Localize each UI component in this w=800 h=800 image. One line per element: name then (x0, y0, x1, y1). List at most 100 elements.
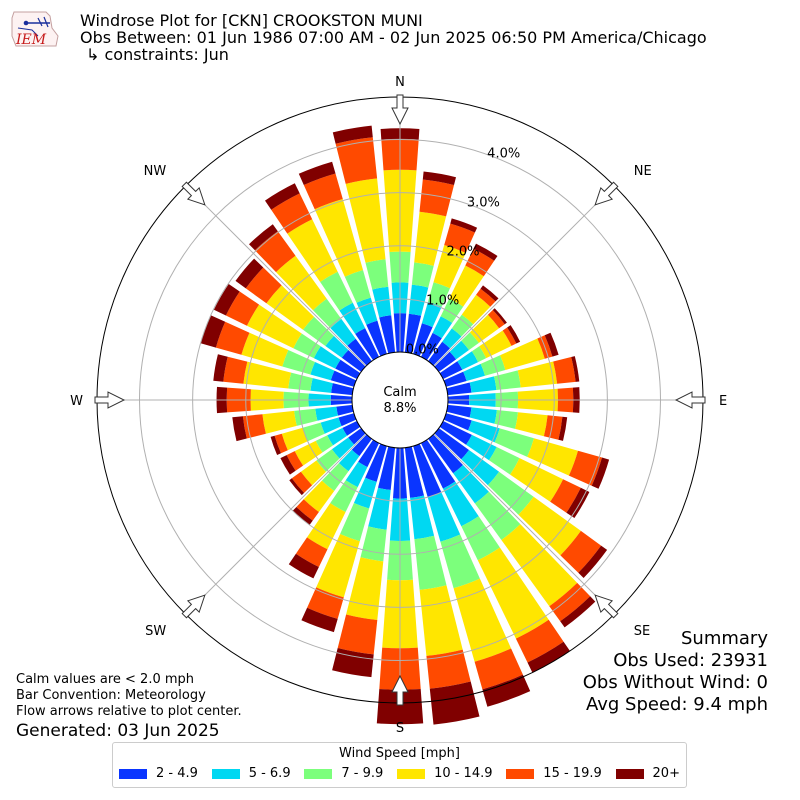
flow-arrow-icon (181, 594, 206, 619)
title-line-constraints: ↳ constraints: Jun (86, 45, 229, 64)
rose-bar-segment (560, 596, 596, 628)
rose-bar-segment (450, 218, 478, 233)
flow-arrow-icon (94, 391, 126, 409)
legend-item: 7 - 9.9 (304, 766, 383, 781)
legend-item: 15 - 19.9 (506, 766, 602, 781)
title-line-period: Obs Between: 01 Jun 1986 07:00 AM - 02 J… (80, 28, 707, 47)
rose-bar-segment (553, 357, 576, 384)
rose-bar-segment (342, 421, 361, 436)
rose-bar-segment (404, 446, 424, 498)
rose-bar-segment (446, 404, 472, 418)
rose-bar-segment (443, 481, 479, 527)
rose-bar-segment (353, 477, 377, 509)
rose-bar-segment (315, 435, 333, 453)
rose-bar-segment (339, 302, 366, 334)
rose-bar-segment (591, 457, 610, 489)
rose-bar-segment (223, 356, 248, 384)
compass-label: S (396, 721, 404, 736)
rose-bar-segment (440, 298, 464, 323)
rose-bar-segment (560, 530, 602, 573)
rose-bar-segment (344, 270, 371, 303)
compass-label: N (395, 75, 405, 90)
rose-bar-segment (471, 346, 487, 363)
rose-bar-segment (465, 248, 495, 277)
flow-arrow-icon (594, 181, 619, 206)
rose-bar-segment (446, 382, 472, 396)
rose-bar-segment (515, 412, 548, 437)
rose-bar-segment (243, 361, 292, 389)
flow-note: Flow arrows relative to plot center. (16, 704, 242, 719)
rose-bar-segment (301, 607, 338, 633)
rose-bar-segment (544, 332, 559, 357)
rose-bar-segment (410, 495, 435, 540)
rose-bar-segment (474, 491, 521, 540)
rose-bar-segment (242, 414, 266, 439)
calm-value: 8.8% (383, 401, 416, 416)
rose-bar-segment (428, 282, 450, 307)
radial-tick-label: 4.0% (487, 146, 520, 161)
rose-bar-segment (262, 410, 297, 434)
legend-swatch (211, 768, 240, 779)
rose-bar-segment (461, 332, 479, 350)
rose-bar-segment (360, 526, 387, 562)
rose-bar-segment (453, 465, 489, 504)
legend-label: 7 - 9.9 (341, 766, 384, 781)
rose-bar-segment (346, 557, 384, 620)
rose-bar-segment (413, 323, 433, 357)
rose-bar-segment (413, 443, 442, 498)
iem-logo: IEM (11, 11, 59, 48)
rose-bar-segment (307, 503, 346, 550)
grid-spoke (185, 433, 367, 615)
rose-bar-segment (331, 383, 354, 396)
rose-bar-segment (492, 308, 507, 325)
summary-obs-without-wind: Obs Without Wind: 0 (582, 672, 768, 693)
rose-bar-segment (345, 178, 386, 263)
rose-bar-segment (422, 171, 456, 185)
rose-bar-segment (345, 461, 368, 488)
rose-bar-segment (225, 291, 260, 326)
rose-bar-segment (517, 361, 558, 388)
rose-bar-segment (337, 614, 378, 655)
rose-bar-segment (507, 325, 521, 344)
summary-panel: Summary Obs Used: 23931 Obs Without Wind… (583, 628, 768, 716)
rose-bar-segment (249, 224, 278, 251)
rose-bar-segment (434, 351, 457, 372)
grid-spoke (433, 433, 615, 615)
rose-bar-segment (500, 338, 545, 370)
rose-bar-segment (235, 258, 264, 289)
rose-bar-segment (340, 503, 370, 542)
rose-bar-segment (356, 297, 378, 325)
flow-arrow-icon (391, 674, 409, 706)
rose-bar-segment (428, 434, 463, 474)
rose-bar-segment (331, 437, 355, 459)
rose-bar-segment (215, 321, 250, 355)
rose-bar-segment (330, 318, 356, 346)
rose-bar-segment (213, 284, 240, 316)
rose-bar-segment (274, 433, 288, 454)
summary-obs-used: Obs Used: 23931 (613, 650, 768, 671)
rose-bar-segment (303, 316, 334, 346)
rose-bar-segment (432, 316, 453, 339)
rose-bar-segment (266, 285, 314, 330)
rose-bar-segment (310, 378, 333, 393)
rose-bar-segment (479, 330, 512, 359)
rose-bar-segment (332, 125, 373, 144)
legend-label: 2 - 4.9 (156, 766, 198, 781)
chart-title: Windrose Plot for [CKN] CROOKSTON MUNI O… (80, 12, 707, 63)
rose-bar-segment (330, 370, 357, 387)
rose-bar-segment (303, 173, 343, 210)
rose-bar-segment (421, 439, 456, 489)
legend-swatch (304, 768, 333, 779)
title-line-station: Windrose Plot for [CKN] CROOKSTON MUNI (80, 11, 423, 30)
rose-bar-segment (543, 415, 563, 440)
rose-bar-segment (280, 455, 296, 475)
rose-bar-segment (298, 161, 336, 185)
rose-bar-segment (270, 435, 281, 455)
legend-swatch (397, 768, 426, 779)
bar-convention-note: Bar Convention: Meteorology (16, 688, 206, 703)
rose-bar-segment (419, 179, 454, 217)
rose-bar-segment (286, 451, 304, 471)
rose-bar-segment (468, 420, 500, 443)
rose-bar-segment (335, 359, 361, 379)
